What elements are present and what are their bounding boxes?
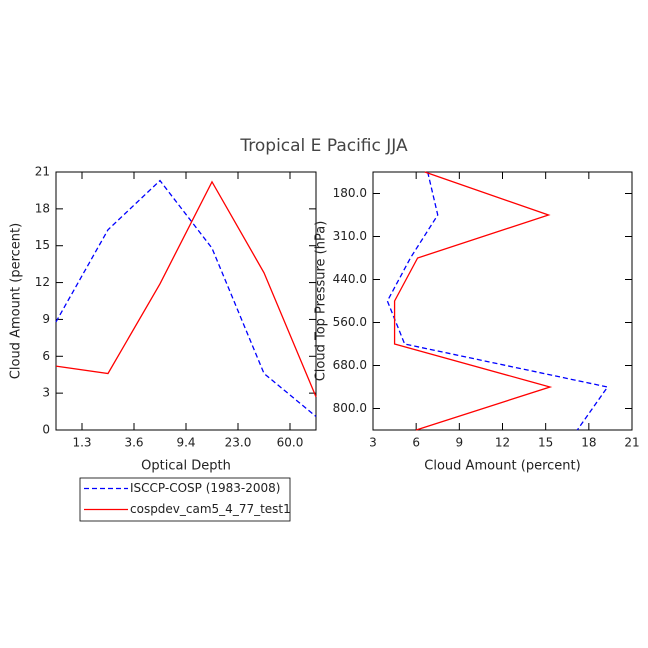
y-tick-label: 6	[42, 349, 50, 363]
series-line	[393, 171, 553, 431]
x-tick-label: 23.0	[225, 436, 252, 450]
y-tick-label: 800.0	[333, 401, 367, 415]
y-tick-label: 3	[42, 386, 50, 400]
y-tick-label: 9	[42, 312, 50, 326]
x-axis-label: Optical Depth	[141, 459, 231, 474]
x-tick-label: 60.0	[277, 436, 304, 450]
plot-frame	[55, 171, 317, 431]
y-axis-label: Cloud Amount (percent)	[9, 223, 24, 379]
series-line	[55, 180, 317, 398]
y-tick-label: 18	[35, 201, 50, 215]
series-line	[386, 171, 609, 431]
y-axis-label: Cloud Top Pressure (hPa)	[314, 221, 329, 382]
x-tick-label: 9.4	[176, 436, 195, 450]
chart-title: Tropical E Pacific JJA	[239, 136, 408, 156]
y-tick-label: 560.0	[333, 315, 367, 329]
legend-box	[79, 477, 291, 522]
x-axis-label: Cloud Amount (percent)	[424, 459, 580, 474]
y-tick-label: 310.0	[333, 229, 367, 243]
y-tick-label: 440.0	[333, 272, 367, 286]
x-tick-label: 3.6	[124, 436, 143, 450]
legend-label: ISCCP-COSP (1983-2008)	[130, 481, 280, 495]
x-tick-label: 18	[581, 436, 596, 450]
legend-label: cospdev_cam5_4_77_test1	[130, 502, 291, 516]
series-line	[55, 179, 317, 417]
x-tick-label: 15	[538, 436, 553, 450]
x-tick-label: 3	[369, 436, 377, 450]
x-tick-label: 6	[412, 436, 420, 450]
y-tick-label: 180.0	[333, 186, 367, 200]
plot-frame	[372, 171, 633, 431]
y-tick-label: 15	[35, 238, 50, 252]
y-tick-label: 21	[35, 165, 50, 179]
y-tick-label: 0	[42, 423, 50, 437]
x-tick-label: 21	[624, 436, 639, 450]
y-tick-label: 680.0	[333, 358, 367, 372]
x-tick-label: 1.3	[72, 436, 91, 450]
y-tick-label: 12	[35, 275, 50, 289]
x-tick-label: 12	[495, 436, 510, 450]
x-tick-label: 9	[456, 436, 464, 450]
